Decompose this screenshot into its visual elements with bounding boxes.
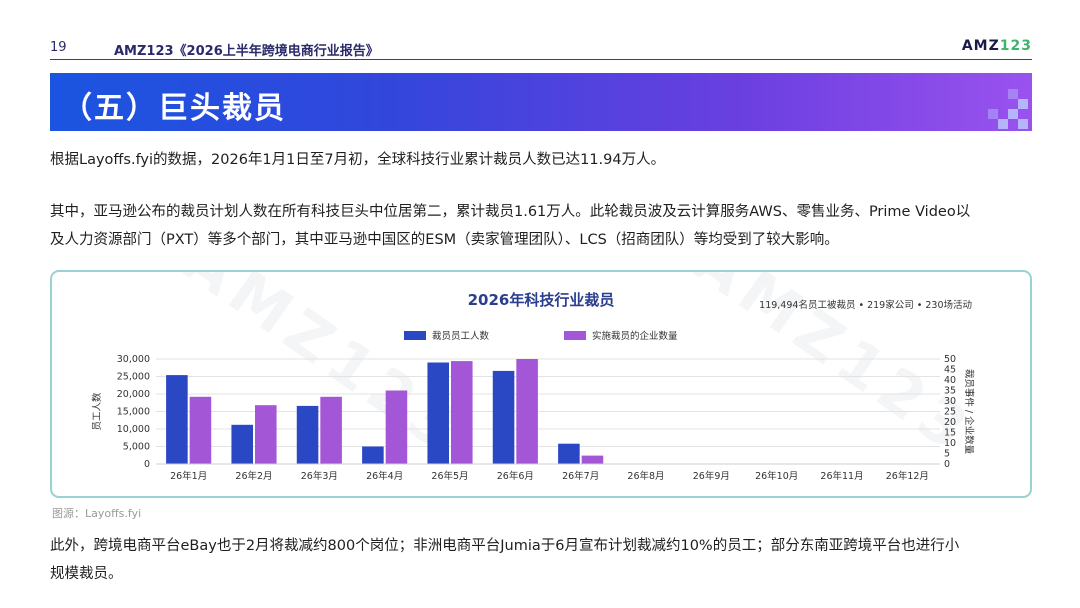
y2-tick-label: 35 [944, 386, 956, 397]
y-tick-label: 25,000 [117, 372, 150, 383]
y2-tick-label: 10 [944, 438, 956, 449]
x-tick-label: 26年6月 [497, 470, 534, 482]
paragraph-1: 根据Layoffs.fyi的数据，2026年1月1日至7月初，全球科技行业累计裁… [50, 152, 666, 168]
bar-companies [451, 361, 473, 464]
y2-tick-label: 20 [944, 417, 956, 428]
bar-employees [427, 362, 449, 464]
y-tick-label: 30,000 [117, 354, 150, 365]
x-tick-label: 26年11月 [820, 470, 863, 482]
legend-item-companies: 实施裁员的企业数量 [564, 328, 678, 342]
decor-pixel [1008, 109, 1018, 119]
legend-swatch [404, 330, 426, 340]
chart-card: AMZ123 AMZ123 2026年科技行业裁员 119,494名员工被裁员 … [50, 270, 1032, 498]
bar-companies [581, 455, 604, 464]
x-tick-label: 26年9月 [693, 470, 730, 482]
x-tick-label: 26年7月 [562, 470, 599, 482]
bar-companies [516, 359, 538, 464]
x-tick-label: 26年4月 [366, 470, 403, 482]
chart-source: 图源：Layoffs.fyi [52, 507, 142, 520]
bar-employees [362, 446, 384, 464]
y2-tick-label: 0 [944, 459, 950, 470]
bar-employees [492, 370, 515, 464]
y-tick-label: 5,000 [123, 442, 150, 453]
y2-tick-label: 45 [944, 365, 956, 376]
paragraph-2: 其中，亚马逊公布的裁员计划人数在所有科技巨头中位居第二，累计裁员1.61万人。此… [50, 204, 971, 248]
bar-employees [558, 443, 580, 464]
y2-tick-label: 40 [944, 375, 956, 386]
x-tick-label: 26年2月 [235, 470, 272, 482]
section-banner: （五）巨头裁员 [50, 73, 1032, 131]
page-header: 19 AMZ123《2026上半年跨境电商行业报告》 AMZ123 [50, 38, 1032, 60]
legend-item-employees: 裁员员工人数 [404, 328, 489, 342]
bar-companies [385, 390, 408, 464]
y2-axis-label: 裁员事件 / 企业数量 [963, 369, 975, 455]
x-tick-label: 26年12月 [886, 470, 929, 482]
bar-chart: 05,00010,00015,00020,00025,00030,0000510… [91, 354, 975, 482]
legend-swatch [564, 330, 586, 340]
chart-subtitle: 119,494名员工被裁员 • 219家公司 • 230场活动 [759, 300, 972, 311]
bar-employees [231, 424, 253, 464]
y2-tick-label: 5 [944, 449, 950, 460]
page-number: 19 [50, 40, 67, 55]
y-tick-label: 15,000 [117, 407, 150, 418]
x-tick-label: 26年5月 [431, 470, 468, 482]
bar-companies [189, 396, 212, 464]
chart-title: 2026年科技行业裁员 [467, 291, 615, 309]
brand-logo: AMZ123 [961, 38, 1032, 54]
x-tick-label: 26年10月 [755, 470, 798, 482]
bar-companies [255, 405, 277, 464]
y-tick-label: 0 [144, 459, 150, 470]
y-tick-label: 20,000 [117, 389, 150, 400]
header-divider [50, 59, 1032, 60]
paragraph-3: 此外，跨境电商平台eBay也于2月将裁减约800个岗位；非洲电商平台Jumia于… [50, 538, 960, 582]
decor-pixel [998, 119, 1008, 129]
bar-employees [166, 375, 188, 464]
legend-label: 实施裁员的企业数量 [592, 331, 678, 342]
y2-tick-label: 30 [944, 396, 956, 407]
y2-tick-label: 25 [944, 407, 956, 418]
decor-pixel [1008, 89, 1018, 99]
y2-tick-label: 15 [944, 428, 956, 439]
bar-companies [320, 396, 342, 464]
report-title: AMZ123《2026上半年跨境电商行业报告》 [114, 44, 379, 59]
bar-employees [296, 405, 319, 464]
decor-pixel [1018, 99, 1028, 109]
x-tick-label: 26年8月 [627, 470, 664, 482]
decor-pixel [988, 109, 998, 119]
x-tick-label: 26年3月 [301, 470, 338, 482]
y-tick-label: 10,000 [117, 424, 150, 435]
legend-label: 裁员员工人数 [432, 331, 490, 342]
decor-pixel [1018, 119, 1028, 129]
y-axis-label: 员工人数 [91, 392, 103, 431]
y2-tick-label: 50 [944, 354, 956, 365]
x-tick-label: 26年1月 [170, 470, 207, 482]
section-title: （五）巨头裁员 [62, 91, 286, 126]
